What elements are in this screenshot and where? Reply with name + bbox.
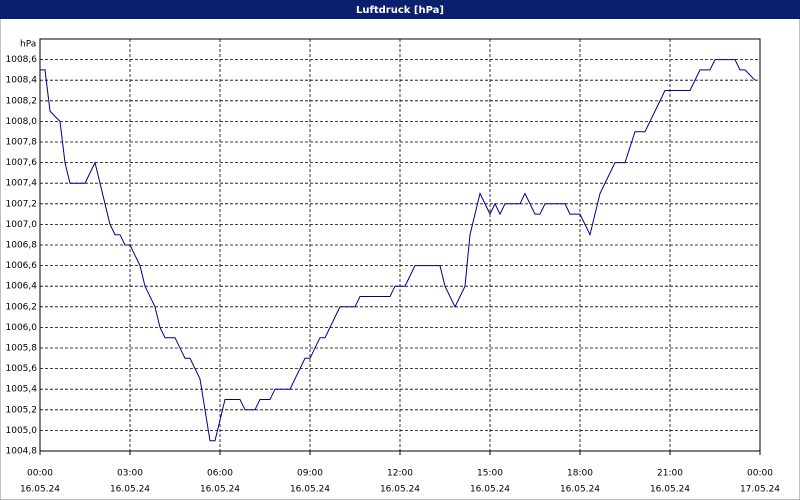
x-tick-label: 06:00 <box>207 469 233 479</box>
data-line <box>40 59 756 442</box>
y-tick-label: 1006,6 <box>6 261 38 271</box>
y-tick-label: 1006,2 <box>6 302 38 312</box>
y-tick-label: 1006,0 <box>6 323 38 333</box>
x-tick-label: 09:00 <box>297 469 323 479</box>
x-tick-label: 03:00 <box>117 469 143 479</box>
x-tick-label: 15:00 <box>477 469 503 479</box>
x-tick-label: 00:00 <box>747 469 773 479</box>
y-tick-label: 1007,8 <box>6 138 38 148</box>
y-tick-label: 1004,8 <box>6 447 38 457</box>
x-tick-label: 17.05.24 <box>740 485 780 495</box>
x-tick-label: 16.05.24 <box>380 485 420 495</box>
y-tick-label: 1007,2 <box>6 199 38 209</box>
chart-title: Luftdruck [hPa] <box>356 5 444 16</box>
x-tick-label: 21:00 <box>657 469 683 479</box>
x-tick-label: 16.05.24 <box>200 485 240 495</box>
x-tick-label: 16.05.24 <box>470 485 510 495</box>
y-tick-label: 1005,6 <box>6 364 38 374</box>
y-tick-label: 1008,4 <box>6 76 38 86</box>
y-tick-label: 1007,6 <box>6 158 38 168</box>
x-tick-label: 00:00 <box>27 469 53 479</box>
y-tick-label: 1006,4 <box>6 282 38 292</box>
x-tick-label: 16.05.24 <box>290 485 330 495</box>
y-tick-label: 1006,8 <box>6 241 38 251</box>
y-tick-label: 1008,0 <box>6 117 38 127</box>
x-tick-label: 16.05.24 <box>650 485 690 495</box>
y-tick-label: 1005,2 <box>6 405 38 415</box>
x-tick-label: 12:00 <box>387 469 413 479</box>
title-bar <box>0 0 800 19</box>
x-tick-label: 16.05.24 <box>110 485 150 495</box>
y-tick-label: 1008,2 <box>6 96 38 106</box>
x-tick-label: 16.05.24 <box>560 485 600 495</box>
x-tick-label: 16.05.24 <box>20 485 60 495</box>
x-tick-label: 18:00 <box>567 469 593 479</box>
y-tick-label: 1005,4 <box>6 385 38 395</box>
y-tick-label: 1008,6 <box>6 55 38 65</box>
y-tick-label: 1005,8 <box>6 344 38 354</box>
y-unit: hPa <box>20 40 36 50</box>
y-tick-label: 1005,0 <box>6 426 38 436</box>
y-tick-label: 1007,0 <box>6 220 38 230</box>
y-tick-label: 1007,4 <box>6 179 38 189</box>
